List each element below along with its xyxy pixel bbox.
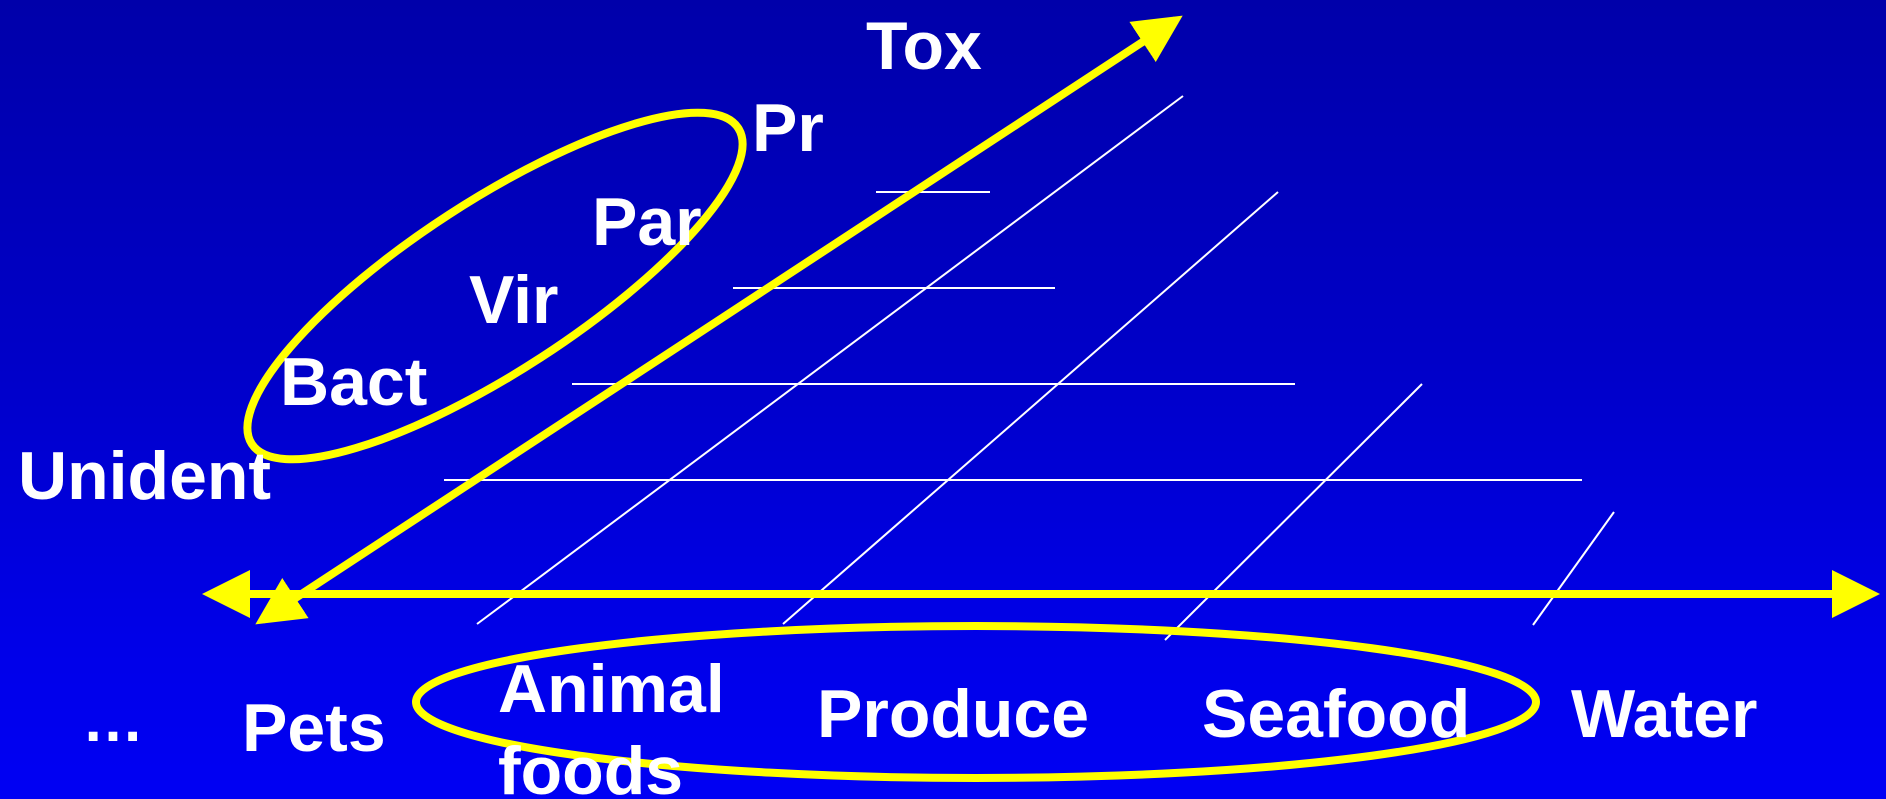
label-par: Par [592, 184, 702, 260]
label-tox: Tox [866, 8, 982, 84]
label-ellipsis: … [82, 686, 144, 755]
grid-line-diagonal-1 [476, 95, 1184, 625]
label-unident: Unident [18, 438, 272, 514]
grid-line-diagonal-2 [782, 191, 1279, 625]
label-pr: Pr [752, 90, 824, 166]
label-pets: Pets [242, 690, 386, 766]
label-vir: Vir [469, 262, 559, 338]
food-group-ellipse [412, 622, 1540, 782]
grid-line-diagonal-3 [1164, 383, 1423, 641]
label-seafood: Seafood [1202, 676, 1471, 752]
label-bact: Bact [280, 344, 428, 420]
hazard-axis-arrow [255, 15, 1183, 625]
label-produce: Produce [817, 676, 1090, 752]
grid-line-diagonal-4 [1532, 511, 1615, 626]
label-water: Water [1571, 676, 1758, 752]
pathogen-group-ellipse [243, 108, 747, 464]
label-animal-foods: Animal foods [498, 651, 725, 799]
